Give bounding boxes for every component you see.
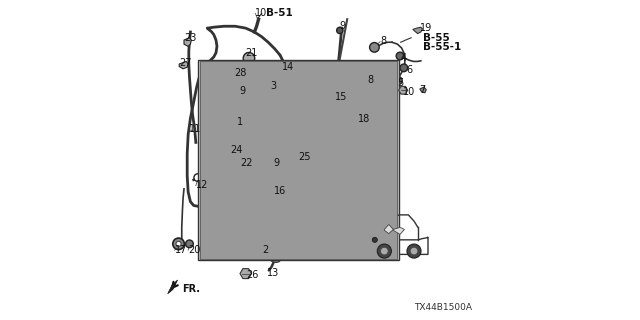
Text: 20: 20 xyxy=(188,245,200,255)
Text: 9: 9 xyxy=(339,20,346,31)
Text: B-55-1: B-55-1 xyxy=(423,42,461,52)
Text: 27: 27 xyxy=(179,58,192,68)
Polygon shape xyxy=(168,280,178,294)
Text: 8: 8 xyxy=(380,36,387,46)
Circle shape xyxy=(396,52,404,60)
Text: 21: 21 xyxy=(245,48,257,58)
Text: 10: 10 xyxy=(403,87,415,97)
Polygon shape xyxy=(240,268,252,279)
FancyBboxPatch shape xyxy=(198,60,399,260)
Circle shape xyxy=(372,237,378,243)
Circle shape xyxy=(186,240,193,248)
Circle shape xyxy=(266,82,275,91)
Polygon shape xyxy=(184,38,191,46)
Circle shape xyxy=(378,244,392,258)
Text: 8: 8 xyxy=(367,75,374,85)
Text: 2: 2 xyxy=(262,245,269,255)
Text: 9: 9 xyxy=(239,86,246,96)
Text: FR.: FR. xyxy=(182,284,200,294)
Circle shape xyxy=(364,73,374,82)
Text: 23: 23 xyxy=(184,33,196,44)
Text: 13: 13 xyxy=(268,268,280,278)
Wedge shape xyxy=(268,247,280,262)
Circle shape xyxy=(173,238,184,250)
Polygon shape xyxy=(260,177,271,187)
Text: 18: 18 xyxy=(358,114,370,124)
Text: B-55: B-55 xyxy=(423,33,450,43)
Text: 5: 5 xyxy=(397,78,403,88)
Circle shape xyxy=(227,145,239,157)
Circle shape xyxy=(394,77,402,84)
Circle shape xyxy=(194,174,202,181)
Circle shape xyxy=(237,131,251,145)
Polygon shape xyxy=(399,86,408,94)
Text: 17: 17 xyxy=(175,245,187,255)
Text: 6: 6 xyxy=(406,65,413,76)
Text: 4: 4 xyxy=(401,52,407,63)
Polygon shape xyxy=(393,227,404,235)
Text: 11: 11 xyxy=(189,124,201,134)
Circle shape xyxy=(176,241,181,246)
Circle shape xyxy=(380,247,388,255)
Text: 15: 15 xyxy=(335,92,348,102)
Text: 26: 26 xyxy=(246,270,258,280)
Text: B-51: B-51 xyxy=(266,8,292,18)
Circle shape xyxy=(240,134,248,141)
Text: 16: 16 xyxy=(274,186,286,196)
Text: 10: 10 xyxy=(255,8,268,18)
Text: 19: 19 xyxy=(420,23,432,33)
Polygon shape xyxy=(372,236,428,254)
Text: 28: 28 xyxy=(234,68,246,78)
Text: 25: 25 xyxy=(298,152,311,163)
Text: 14: 14 xyxy=(282,61,294,72)
Text: 3: 3 xyxy=(270,81,276,91)
Text: 12: 12 xyxy=(196,180,208,190)
Polygon shape xyxy=(227,141,266,202)
Polygon shape xyxy=(255,242,268,252)
Text: 7: 7 xyxy=(419,84,426,95)
Polygon shape xyxy=(384,224,393,234)
Circle shape xyxy=(234,72,244,82)
Text: 22: 22 xyxy=(241,157,253,168)
Circle shape xyxy=(243,52,255,64)
Text: 24: 24 xyxy=(230,145,242,155)
Polygon shape xyxy=(179,61,188,69)
Circle shape xyxy=(240,160,248,168)
Circle shape xyxy=(369,43,379,52)
Circle shape xyxy=(237,157,251,171)
Polygon shape xyxy=(420,87,426,93)
Circle shape xyxy=(337,27,343,34)
Circle shape xyxy=(239,91,246,98)
Circle shape xyxy=(410,247,418,255)
Text: 9: 9 xyxy=(274,157,280,168)
Circle shape xyxy=(400,64,408,72)
FancyBboxPatch shape xyxy=(200,61,397,259)
Text: TX44B1500A: TX44B1500A xyxy=(414,303,472,312)
Polygon shape xyxy=(413,27,422,34)
Circle shape xyxy=(407,244,421,258)
Text: 1: 1 xyxy=(237,117,243,127)
Circle shape xyxy=(271,161,277,167)
